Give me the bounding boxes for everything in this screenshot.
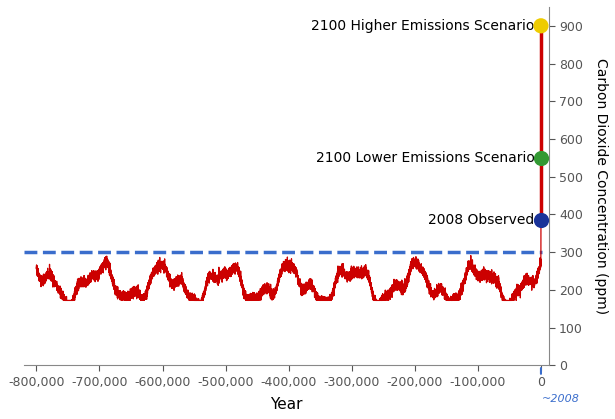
Text: 2100 Lower Emissions Scenario: 2100 Lower Emissions Scenario [315, 151, 534, 165]
Text: ~2008: ~2008 [542, 393, 580, 403]
Text: 2008 Observed: 2008 Observed [429, 213, 534, 227]
Point [536, 155, 546, 161]
X-axis label: Year: Year [270, 397, 303, 412]
Y-axis label: Carbon Dioxide Concentration (ppm): Carbon Dioxide Concentration (ppm) [594, 58, 608, 314]
Text: 2100 Higher Emissions Scenario: 2100 Higher Emissions Scenario [311, 19, 534, 33]
Point [536, 23, 546, 29]
Point [536, 217, 546, 223]
